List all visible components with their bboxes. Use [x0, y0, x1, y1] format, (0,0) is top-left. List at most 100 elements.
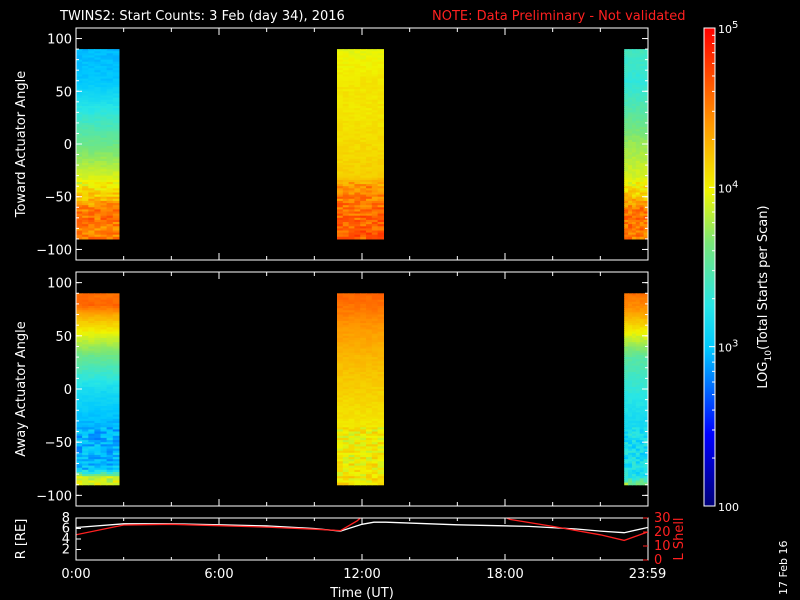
heatmap-cell [94, 184, 102, 187]
heatmap-cell [100, 87, 108, 90]
heatmap-cell [377, 446, 384, 450]
heatmap-cell [628, 416, 633, 420]
heatmap-cell [628, 427, 633, 430]
heatmap-cell [632, 429, 637, 433]
heatmap-cell [639, 190, 645, 194]
heatmap-cell [628, 457, 633, 460]
heatmap-cell [337, 177, 344, 181]
heatmap-cell [94, 454, 102, 458]
heatmap-cell [643, 120, 649, 124]
heatmap-cell [377, 198, 384, 202]
heatmap-cell [628, 335, 633, 339]
heatmap-cell [106, 367, 114, 371]
heatmap-cell [643, 361, 649, 364]
heatmap-cell [628, 61, 633, 65]
heatmap-cell [112, 49, 120, 52]
heatmap-cell [632, 472, 637, 475]
heatmap-cell [337, 408, 344, 411]
heatmap-cell [82, 222, 89, 225]
heatmap-cell [106, 106, 114, 109]
heatmap-cell [377, 182, 384, 185]
heatmap-cell [82, 399, 89, 403]
heatmap-cell [360, 106, 367, 109]
heatmap-cell [337, 303, 344, 307]
heatmap-cell [348, 222, 355, 225]
heatmap-cell [371, 93, 379, 97]
heatmap-cell [643, 165, 649, 168]
heatmap-cell [94, 357, 102, 360]
heatmap-cell [632, 301, 637, 305]
heatmap-cell [377, 435, 384, 439]
heatmap-cell [354, 171, 361, 175]
heatmap-cell [639, 418, 645, 422]
heatmap-cell [82, 215, 89, 219]
heatmap-cell [360, 215, 367, 219]
heatmap-cell [628, 76, 633, 80]
heatmap-cell [371, 433, 379, 437]
heatmap-cell [366, 325, 373, 328]
heatmap-cell [82, 344, 89, 347]
heatmap-cell [342, 135, 350, 139]
heatmap-cell [628, 222, 633, 225]
heatmap-cell [371, 331, 379, 335]
heatmap-cell [371, 158, 379, 162]
heatmap-cell [348, 474, 355, 477]
heatmap-cell [643, 299, 649, 303]
heatmap-cell [106, 182, 114, 185]
heatmap-cell [377, 393, 384, 396]
heatmap-cell [624, 357, 629, 360]
heatmap-cell [112, 429, 120, 433]
heatmap-cell [106, 226, 114, 229]
heatmap-cell [112, 78, 120, 82]
heatmap-cell [635, 297, 641, 301]
heatmap-cell [94, 482, 102, 486]
heatmap-cell [106, 325, 114, 328]
heatmap-cell [635, 435, 641, 439]
heatmap-cell [639, 461, 645, 464]
heatmap-cell [342, 359, 350, 362]
heatmap-cell [342, 342, 350, 345]
heatmap-cell [354, 369, 361, 373]
heatmap-cell [94, 431, 102, 435]
heatmap-cell [82, 327, 89, 330]
heatmap-cell [82, 380, 89, 384]
heatmap-cell [76, 200, 83, 204]
heatmap-cell [643, 74, 649, 78]
heatmap-cell [354, 397, 361, 401]
heatmap-cell [354, 70, 361, 73]
heatmap-cell [94, 207, 102, 210]
heatmap-cell [360, 316, 367, 320]
heatmap-cell [366, 163, 373, 166]
heatmap-cell [94, 397, 102, 401]
heatmap-cell [371, 395, 379, 399]
heatmap-cell [100, 112, 108, 116]
heatmap-cell [635, 68, 641, 71]
heatmap-cell [632, 376, 637, 379]
heatmap-cell [371, 219, 379, 223]
heatmap-cell [377, 211, 384, 215]
heatmap-cell [639, 454, 645, 458]
heatmap-cell [106, 467, 114, 471]
heatmap-cell [82, 333, 89, 337]
heatmap-cell [106, 308, 114, 311]
heatmap-cell [82, 122, 89, 126]
heatmap-cell [360, 352, 367, 356]
heatmap-cell [624, 474, 629, 477]
heatmap-cell [354, 401, 361, 405]
heatmap-cell [88, 87, 95, 90]
heatmap-cell [628, 200, 633, 204]
heatmap-cell [624, 410, 629, 413]
heatmap-cell [348, 478, 355, 481]
heatmap-cell [371, 66, 379, 69]
heatmap-cell [360, 177, 367, 181]
heatmap-cell [360, 367, 367, 371]
heatmap-cell [354, 141, 361, 145]
heatmap-cell [100, 423, 108, 426]
heatmap-cell [342, 87, 350, 90]
heatmap-cell [88, 230, 95, 234]
heatmap-cell [639, 303, 645, 307]
heatmap-cell [628, 179, 633, 183]
heatmap-cell [366, 472, 373, 475]
heatmap-cell [106, 59, 114, 63]
heatmap-cell [354, 87, 361, 90]
